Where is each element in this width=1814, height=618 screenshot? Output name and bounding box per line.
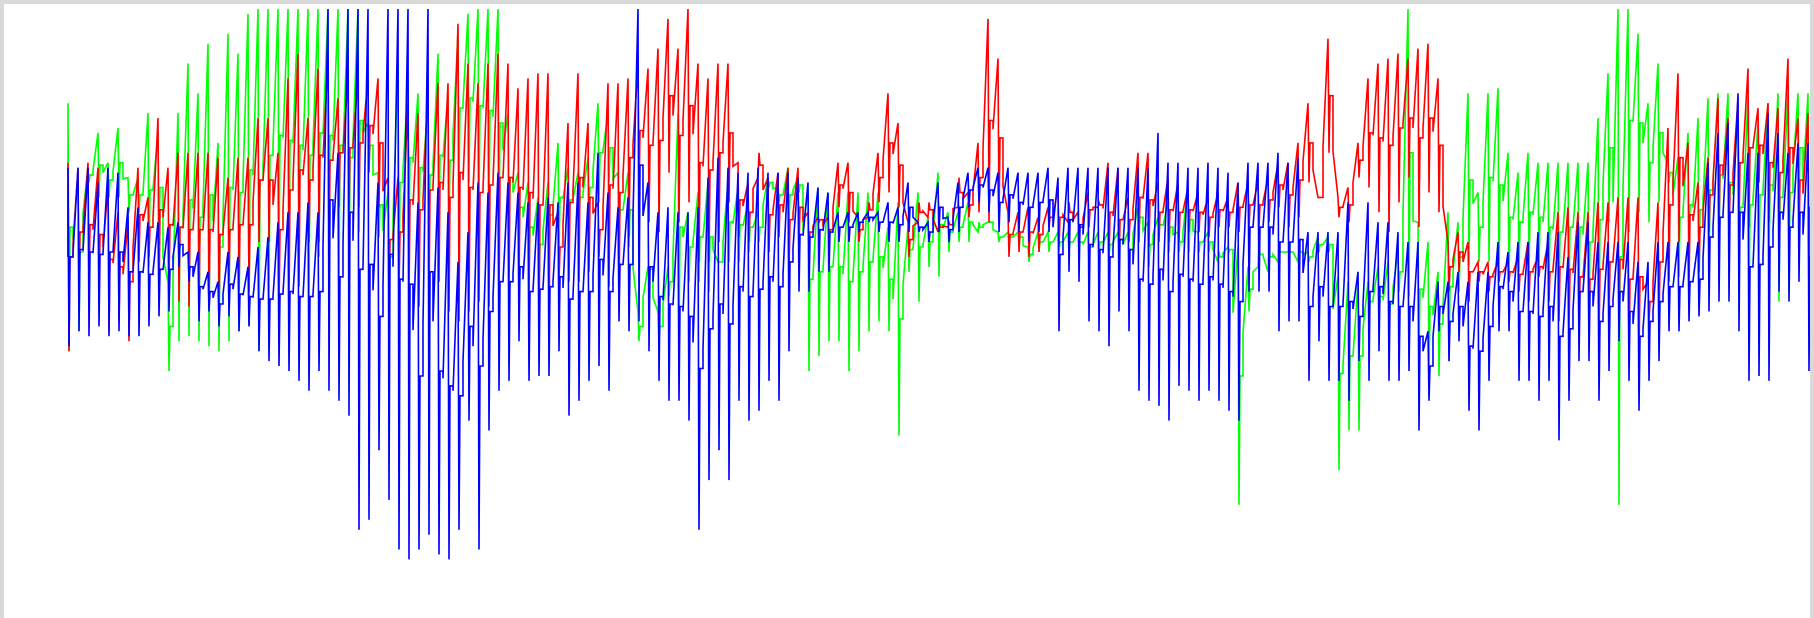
series-line-3 (67, 8, 1810, 560)
plot-area (4, 4, 1810, 618)
series-layer (67, 8, 1810, 560)
line-chart (67, 8, 1810, 560)
